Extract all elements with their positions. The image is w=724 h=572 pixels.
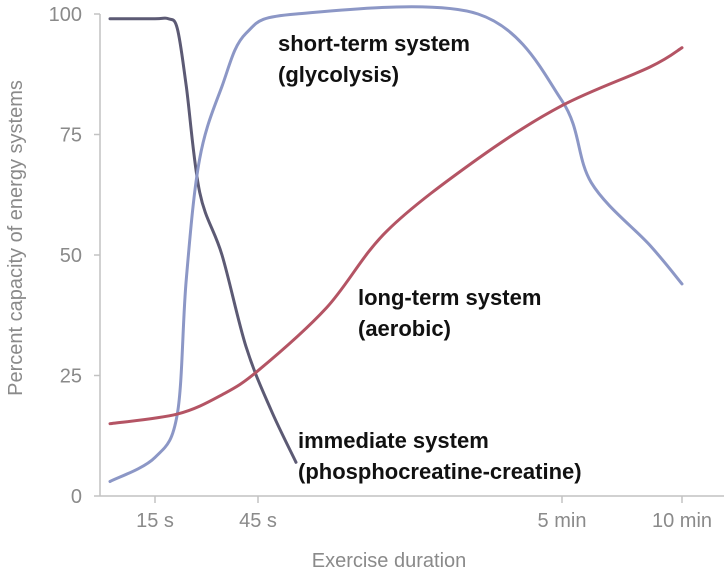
short-term-system-label: (glycolysis): [278, 62, 399, 87]
y-tick-label: 25: [60, 366, 82, 388]
x-ticks: 15 s 45 s 5 min 10 min: [136, 496, 712, 532]
y-tick-label: 50: [60, 245, 82, 267]
x-tick-label: 10 min: [652, 510, 712, 532]
x-axis-title: Exercise duration: [312, 550, 467, 572]
x-tick-label: 5 min: [538, 510, 587, 532]
y-tick-label: 75: [60, 125, 82, 147]
immediate-system-label: (phosphocreatine-creatine): [298, 459, 582, 484]
y-tick-label: 0: [71, 486, 82, 508]
long-term-system-label: long-term system: [358, 285, 541, 310]
long-term-system-label: (aerobic): [358, 316, 451, 341]
short-term-system-line: [108, 5, 684, 483]
long-term-system-line: [108, 46, 684, 426]
x-tick-label: 45 s: [239, 510, 277, 532]
immediate-system-line: [108, 16, 298, 464]
y-tick-label: 100: [49, 4, 82, 26]
series-annotations: immediate system (phosphocreatine-creatin…: [278, 31, 582, 484]
axes: [99, 14, 724, 497]
immediate-system-label: immediate system: [298, 428, 489, 453]
short-term-system-label: short-term system: [278, 31, 470, 56]
series-lines: [108, 5, 684, 483]
x-tick-label: 15 s: [136, 510, 174, 532]
y-ticks: 0 25 50 75 100: [49, 4, 100, 508]
y-axis-title: Percent capacity of energy systems: [5, 80, 27, 396]
